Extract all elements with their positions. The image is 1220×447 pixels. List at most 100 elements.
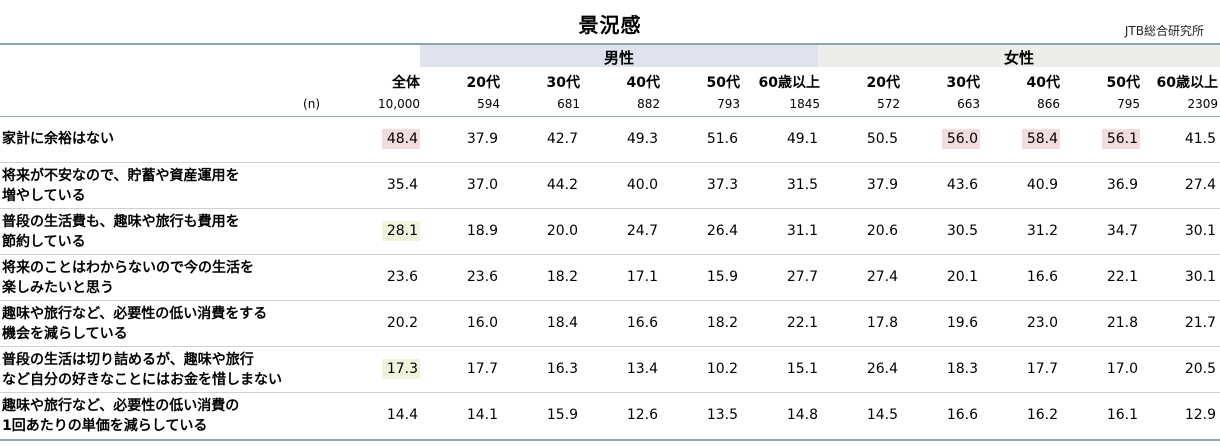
data-cell: 37.9 [866, 177, 898, 193]
sample-size: 795 [1117, 97, 1140, 111]
row-label: 普段の生活費も、趣味や旅行も費用を 節約している [2, 212, 342, 252]
data-cell: 43.6 [946, 177, 978, 193]
data-cell: 31.1 [786, 223, 818, 239]
data-cell: 16.6 [946, 407, 978, 423]
male-group-band [420, 45, 818, 67]
data-cell: 10.2 [706, 361, 738, 377]
row-label-line: など自分の好きなことにはお金を惜しまない [2, 372, 282, 388]
data-cell: 16.2 [1026, 407, 1058, 423]
data-cell: 17.7 [466, 361, 498, 377]
header-rule [0, 116, 1220, 117]
column-header: 60歳以上 [1156, 75, 1218, 91]
sample-size: 793 [717, 97, 740, 111]
data-cell: 17.1 [626, 269, 658, 285]
sample-size: 663 [957, 97, 980, 111]
column-header: 60歳以上 [758, 75, 820, 91]
row-label-line: 節約している [2, 234, 86, 250]
column-header: 50代 [1106, 75, 1140, 91]
data-cell: 16.6 [626, 315, 658, 331]
data-cell: 56.1 [1102, 129, 1140, 149]
data-cell: 12.9 [1184, 407, 1216, 423]
data-cell: 51.6 [706, 131, 738, 147]
sample-size: 681 [557, 97, 580, 111]
data-cell: 35.4 [386, 177, 418, 193]
data-cell: 22.1 [786, 315, 818, 331]
row-separator [0, 300, 1220, 301]
data-cell: 21.7 [1184, 315, 1216, 331]
data-cell: 12.6 [626, 407, 658, 423]
female-group-band [818, 45, 1220, 67]
row-label: 将来が不安なので、貯蓄や資産運用を 増やしている [2, 166, 342, 206]
data-cell: 42.7 [546, 131, 578, 147]
data-cell: 17.0 [1106, 361, 1138, 377]
sample-size: 594 [477, 97, 500, 111]
data-cell: 18.2 [546, 269, 578, 285]
row-separator [0, 346, 1220, 347]
column-header: 40代 [626, 75, 660, 91]
data-cell: 20.0 [546, 223, 578, 239]
data-cell: 18.3 [946, 361, 978, 377]
data-cell: 23.6 [386, 269, 418, 285]
data-cell: 16.3 [546, 361, 578, 377]
data-cell: 27.4 [1184, 177, 1216, 193]
column-header: 全体 [392, 75, 420, 91]
row-label-line: 1回あたりの単価を減らしている [2, 418, 208, 434]
data-cell: 15.9 [706, 269, 738, 285]
data-cell: 30.1 [1184, 269, 1216, 285]
row-label-line: 増やしている [2, 188, 86, 204]
column-header: 30代 [546, 75, 580, 91]
data-cell: 44.2 [546, 177, 578, 193]
source-label: JTB総合研究所 [1124, 24, 1204, 38]
data-cell: 17.7 [1026, 361, 1058, 377]
top-rule [0, 43, 1220, 45]
column-header: 20代 [466, 75, 500, 91]
data-cell: 41.5 [1184, 131, 1216, 147]
data-cell: 14.1 [466, 407, 498, 423]
data-cell: 49.3 [626, 131, 658, 147]
data-cell: 22.1 [1106, 269, 1138, 285]
data-cell: 14.5 [866, 407, 898, 423]
data-cell: 26.4 [706, 223, 738, 239]
data-cell: 37.0 [466, 177, 498, 193]
row-label-line: 将来が不安なので、貯蓄や資産運用を [2, 168, 240, 184]
data-cell: 17.8 [866, 315, 898, 331]
data-cell: 13.4 [626, 361, 658, 377]
data-cell: 37.9 [466, 131, 498, 147]
data-cell: 20.5 [1184, 361, 1216, 377]
sample-size: 866 [1037, 97, 1060, 111]
data-cell: 17.3 [382, 359, 420, 379]
sample-size: 1845 [789, 97, 820, 111]
row-label-line: 普段の生活は切り詰めるが、趣味や旅行 [2, 352, 254, 368]
table-title: 景況感 [578, 13, 642, 37]
data-cell: 14.8 [786, 407, 818, 423]
column-header: 20代 [866, 75, 900, 91]
column-header: 30代 [946, 75, 980, 91]
data-cell: 49.1 [786, 131, 818, 147]
sample-size: 10,000 [378, 97, 420, 111]
row-label-line: 普段の生活費も、趣味や旅行も費用を [2, 214, 240, 230]
data-cell: 18.9 [466, 223, 498, 239]
sample-size: 572 [877, 97, 900, 111]
row-separator [0, 392, 1220, 393]
row-separator [0, 254, 1220, 255]
row-label: 家計に余裕はない [2, 129, 342, 149]
data-cell: 50.5 [866, 131, 898, 147]
data-cell: 18.2 [706, 315, 738, 331]
row-separator [0, 162, 1220, 163]
row-label-line: 趣味や旅行など、必要性の低い消費の [2, 398, 240, 414]
data-cell: 31.5 [786, 177, 818, 193]
n-label: (n) [303, 97, 320, 111]
data-cell: 14.4 [386, 407, 418, 423]
data-cell: 34.7 [1106, 223, 1138, 239]
row-separator [0, 208, 1220, 209]
data-cell: 27.4 [866, 269, 898, 285]
data-cell: 58.4 [1022, 129, 1060, 149]
data-cell: 15.9 [546, 407, 578, 423]
row-label-line: 楽しみたいと思う [2, 280, 114, 296]
data-cell: 48.4 [382, 129, 420, 149]
data-cell: 37.3 [706, 177, 738, 193]
row-label: 普段の生活は切り詰めるが、趣味や旅行など自分の好きなことにはお金を惜しまない [2, 350, 342, 390]
data-cell: 23.0 [1026, 315, 1058, 331]
data-cell: 20.2 [386, 315, 418, 331]
data-cell: 40.9 [1026, 177, 1058, 193]
